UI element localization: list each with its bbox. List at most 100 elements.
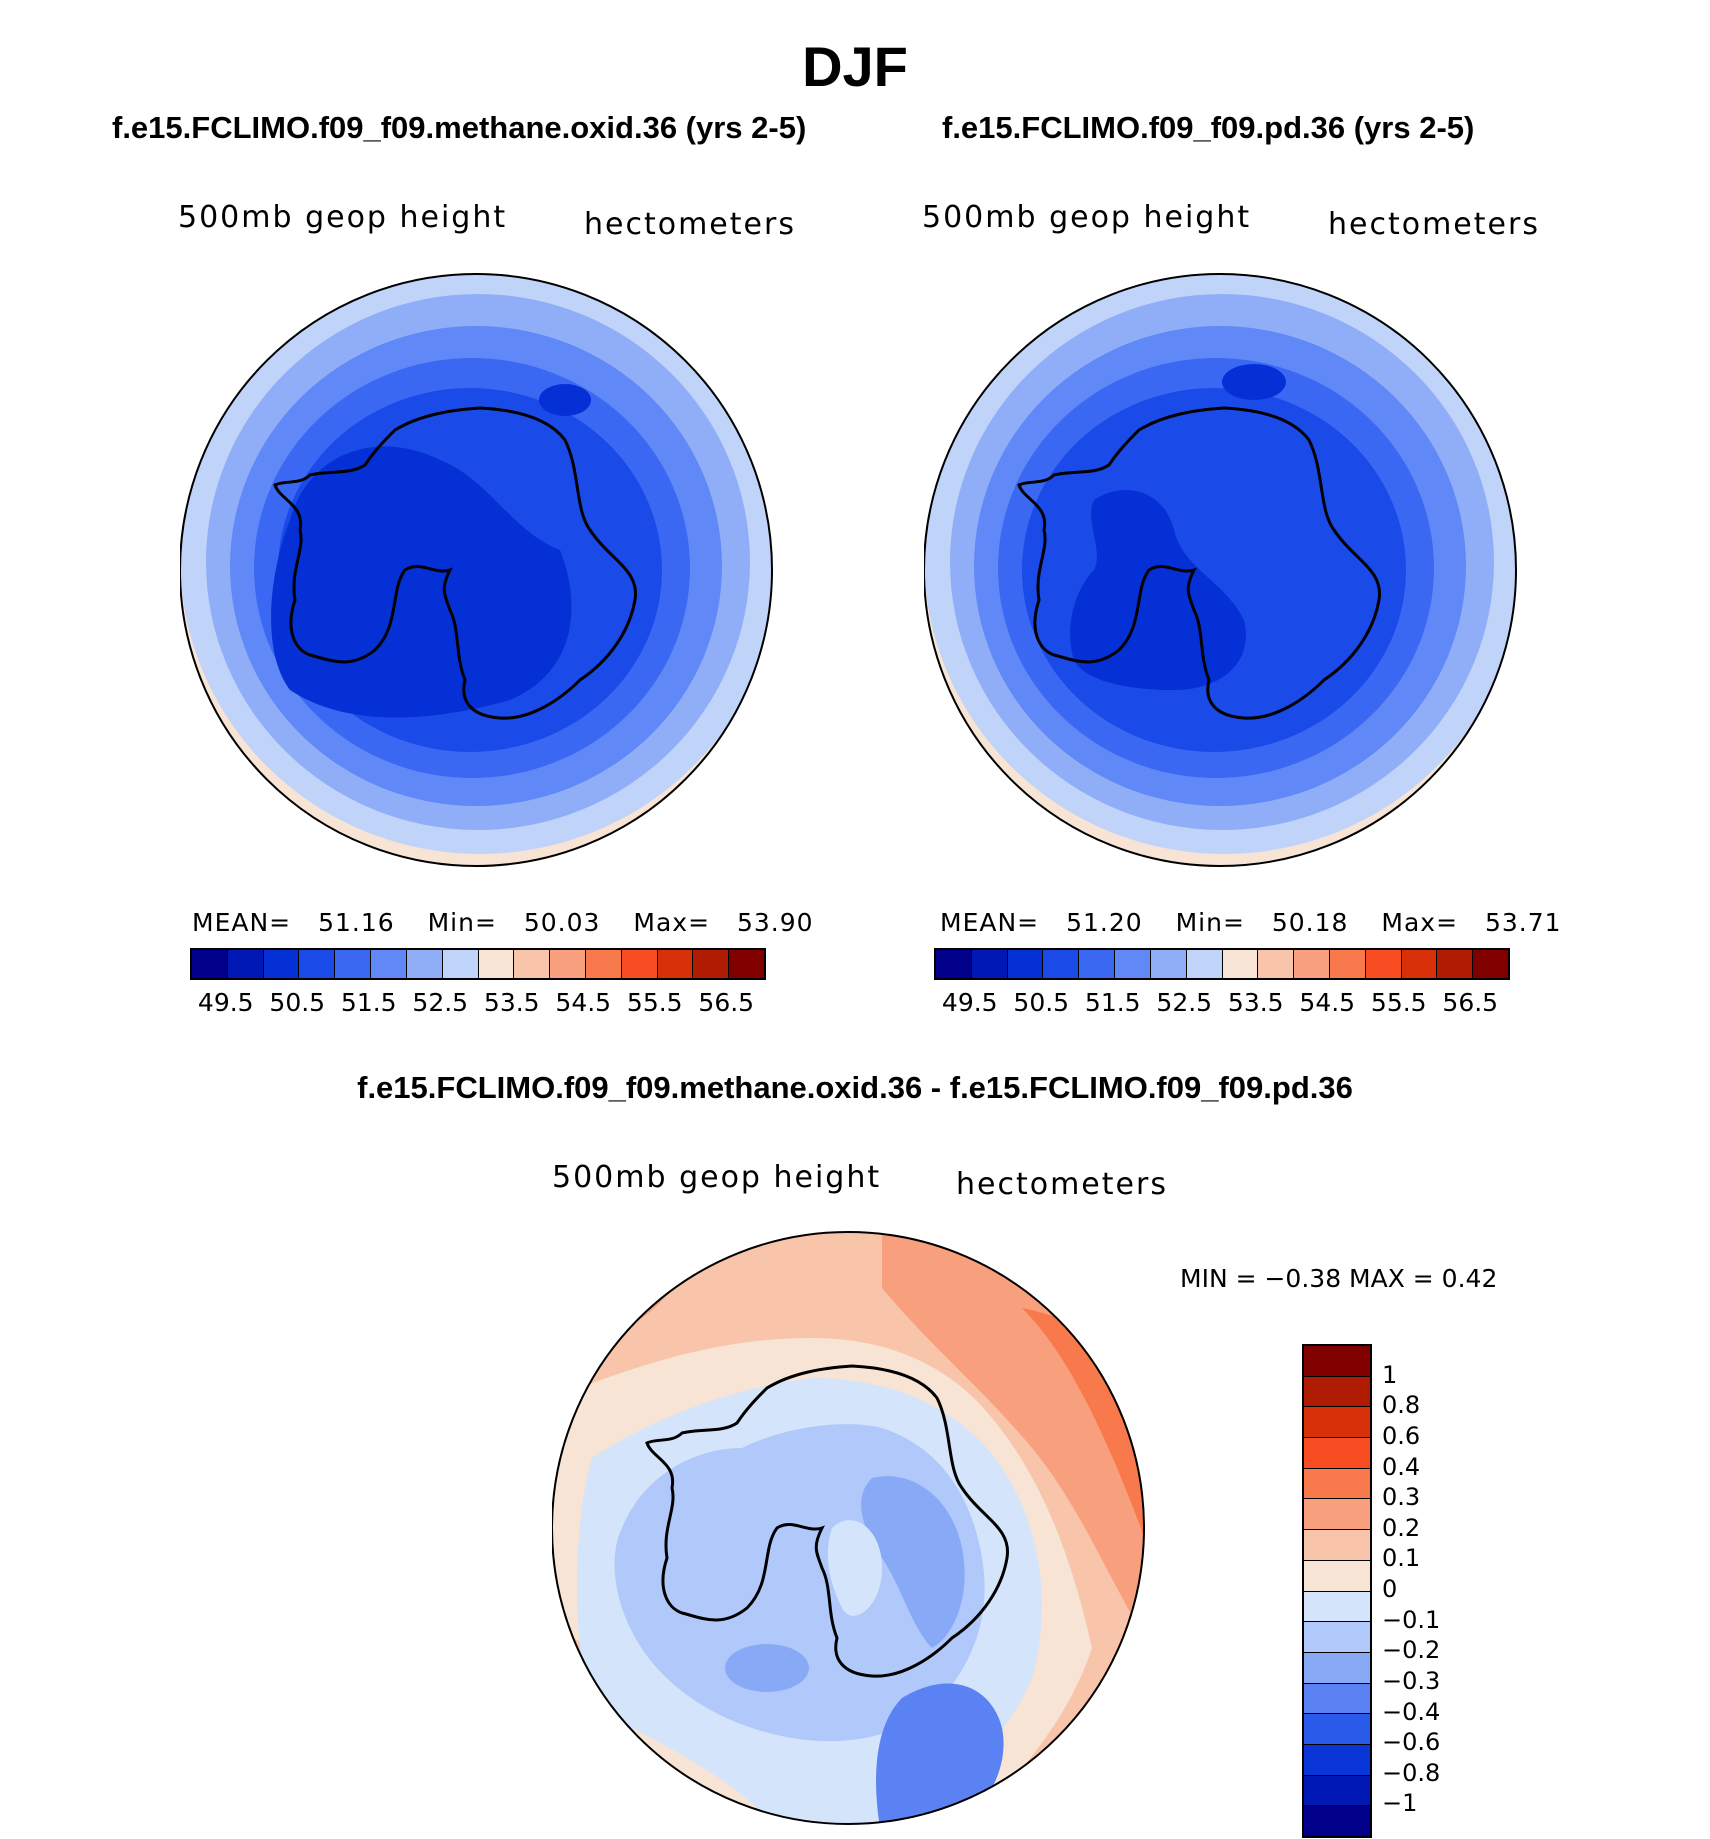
panel1-map <box>180 273 773 867</box>
diff-field-0.0b <box>827 1520 882 1616</box>
diff-colorbar-swatch <box>1304 1407 1370 1439</box>
panel2-colorbar-swatch <box>1365 950 1402 978</box>
panel1-colorbar-swatch <box>621 950 658 978</box>
diff-colorbar-swatch <box>1304 1530 1370 1561</box>
diff-units-label: hectometers <box>956 1167 1168 1202</box>
diff-colorbar-tick-label: 0 <box>1382 1575 1398 1603</box>
diff-colorbar-tick-label: −1 <box>1382 1789 1418 1818</box>
diff-coastline <box>645 1364 1009 1678</box>
panel1-colorbar-ticks: 49.5 50.5 51.5 52.5 53.5 54.5 55.5 56.5 <box>190 988 762 1018</box>
panel1-field-50.0b <box>539 384 591 416</box>
diff-colorbar <box>1302 1344 1372 1838</box>
diff-title: f.e15.FCLIMO.f09_f09.methane.oxid.36 - f… <box>357 1070 1353 1105</box>
panel1-colorbar-swatch <box>335 950 372 978</box>
panel2-colorbar-swatch <box>1186 950 1223 978</box>
diff-colorbar-tick-label: −0.6 <box>1382 1728 1441 1757</box>
diff-colorbar-swatch <box>1304 1622 1370 1653</box>
panel1-colorbar-tick-label: 53.5 <box>483 988 540 1017</box>
diff-colorbar-swatch <box>1304 1775 1370 1807</box>
panel1-colorbar-swatch <box>192 950 228 978</box>
diff-colorbar-swatch <box>1304 1376 1370 1408</box>
diff-colorbar-swatch <box>1304 1438 1370 1469</box>
diff-field-neg0.2b <box>725 1644 809 1692</box>
panel1-colorbar-swatch <box>729 950 764 978</box>
panel1-colorbar-tick-label: 49.5 <box>197 988 254 1017</box>
diff-colorbar-swatch <box>1304 1683 1370 1715</box>
panel2-min-value: 50.18 <box>1271 908 1349 937</box>
panel1-colorbar-swatch <box>514 950 551 978</box>
panel1-stats: MEAN= 51.16 Min= 50.03 Max= 53.90 <box>192 908 814 937</box>
panel2-colorbar-swatch <box>1258 950 1295 978</box>
panel2-colorbar-swatch <box>971 950 1008 978</box>
panel2-max-label: Max= <box>1381 908 1459 937</box>
panel2-colorbar-swatch <box>1007 950 1044 978</box>
diff-colorbar-tick-label: 0.2 <box>1382 1513 1421 1542</box>
panel2-colorbar-tick-label: 54.5 <box>1299 988 1356 1017</box>
diff-colorbar-tick-label: −0.1 <box>1382 1605 1441 1634</box>
panel1-min-label: Min= <box>427 908 497 937</box>
panel2-min-label: Min= <box>1175 908 1245 937</box>
panel2-colorbar <box>934 948 1510 980</box>
panel1-colorbar-swatch <box>585 950 622 978</box>
panel1-max-value: 53.90 <box>737 908 814 937</box>
panel2-coastline <box>1017 406 1381 720</box>
panel2-field-50.0b <box>1222 364 1286 400</box>
panel1-colorbar-swatch <box>371 950 407 978</box>
panel1-colorbar-swatch <box>478 950 515 978</box>
panel1-colorbar-swatch <box>227 950 264 978</box>
diff-colorbar-swatch <box>1304 1591 1370 1623</box>
panel2-colorbar-swatch <box>1043 950 1080 978</box>
diff-colorbar-tick-label: 1 <box>1382 1360 1398 1389</box>
panel1-colorbar-swatch <box>406 950 443 978</box>
panel2-colorbar-swatch <box>1329 950 1366 978</box>
panel1-colorbar-tick-label: 52.5 <box>412 988 469 1017</box>
diff-colorbar-ticks: 1 0.8 0.6 0.4 0.3 0.2 0.1 0 −0.1 −0.2 −0.3 −0.4 −0.6… <box>1382 1344 1502 1834</box>
diff-colorbar-swatch <box>1304 1499 1370 1531</box>
panel1-title: f.e15.FCLIMO.f09_f09.methane.oxid.36 (yr… <box>112 110 807 145</box>
diff-colorbar-tick-label: −0.8 <box>1382 1758 1441 1787</box>
panel2-title: f.e15.FCLIMO.f09_f09.pd.36 (yrs 2-5) <box>942 110 1475 145</box>
diff-colorbar-tick-label: 0.3 <box>1382 1483 1421 1512</box>
panel1-field-50.0 <box>271 446 572 718</box>
panel1-colorbar-tick-label: 50.5 <box>269 988 326 1017</box>
panel1-colorbar-swatch <box>263 950 300 978</box>
panel2-colorbar-tick-label: 53.5 <box>1227 988 1284 1017</box>
panel2-field-50.5 <box>1022 388 1406 752</box>
panel2-colorbar-tick-label: 56.5 <box>1442 988 1499 1017</box>
panel2-colorbar-tick-label: 52.5 <box>1156 988 1213 1017</box>
diff-variable-label: 500mb geop height <box>552 1160 882 1195</box>
panel2-colorbar-tick-label: 55.5 <box>1370 988 1427 1017</box>
diff-colorbar-tick-label: 0.1 <box>1382 1544 1421 1573</box>
diff-colorbar-tick-label: −0.2 <box>1382 1636 1441 1665</box>
panel1-colorbar-swatch <box>299 950 336 978</box>
panel1-mean-label: MEAN= <box>192 908 292 937</box>
panel1-variable-label: 500mb geop height <box>178 200 508 235</box>
panel1-colorbar <box>190 948 766 980</box>
diff-colorbar-swatch <box>1304 1652 1370 1684</box>
panel1-units-label: hectometers <box>584 207 796 242</box>
diff-minmax: MIN = −0.38 MAX = 0.42 <box>1180 1264 1498 1293</box>
panel2-max-value: 53.71 <box>1485 908 1562 937</box>
panel1-colorbar-tick-label: 51.5 <box>340 988 397 1017</box>
diff-colorbar-tick-label: 0.8 <box>1382 1391 1421 1420</box>
panel2-variable-label: 500mb geop height <box>922 200 1252 235</box>
panel1-colorbar-tick-label: 56.5 <box>698 988 755 1017</box>
panel2-colorbar-swatch <box>1294 950 1330 978</box>
panel2-colorbar-swatch <box>1115 950 1151 978</box>
diff-colorbar-swatch <box>1304 1346 1370 1377</box>
panel1-colorbar-swatch <box>693 950 730 978</box>
panel2-colorbar-ticks: 49.5 50.5 51.5 52.5 53.5 54.5 55.5 56.5 <box>934 988 1506 1018</box>
diff-colorbar-swatch <box>1304 1560 1370 1592</box>
diff-colorbar-tick-label: 0.6 <box>1382 1421 1421 1450</box>
diff-colorbar-swatch <box>1304 1714 1370 1745</box>
panel2-colorbar-tick-label: 51.5 <box>1084 988 1141 1017</box>
panel2-mean-value: 51.20 <box>1066 908 1143 937</box>
figure-title: DJF <box>802 35 908 98</box>
panel1-colorbar-tick-label: 54.5 <box>555 988 612 1017</box>
panel2-colorbar-swatch <box>1437 950 1474 978</box>
panel2-colorbar-swatch <box>1079 950 1116 978</box>
panel1-colorbar-swatch <box>550 950 586 978</box>
panel1-max-label: Max= <box>633 908 711 937</box>
diff-colorbar-swatch <box>1304 1468 1370 1500</box>
diff-map <box>552 1231 1145 1825</box>
